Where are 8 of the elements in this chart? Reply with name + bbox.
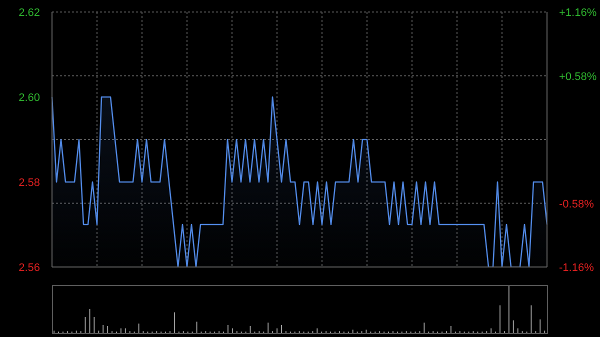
y2-tick-label: +0.58% — [559, 70, 597, 83]
y-tick-label: 2.56 — [18, 262, 40, 274]
y-tick-label: 2.58 — [18, 177, 40, 189]
y2-tick-label: -1.16% — [559, 262, 594, 274]
y-tick-label: 2.62 — [18, 7, 40, 19]
y2-tick-label: +1.16% — [559, 7, 597, 19]
y-tick-label: 2.60 — [18, 92, 40, 104]
y2-tick-label: -0.58% — [559, 198, 594, 210]
